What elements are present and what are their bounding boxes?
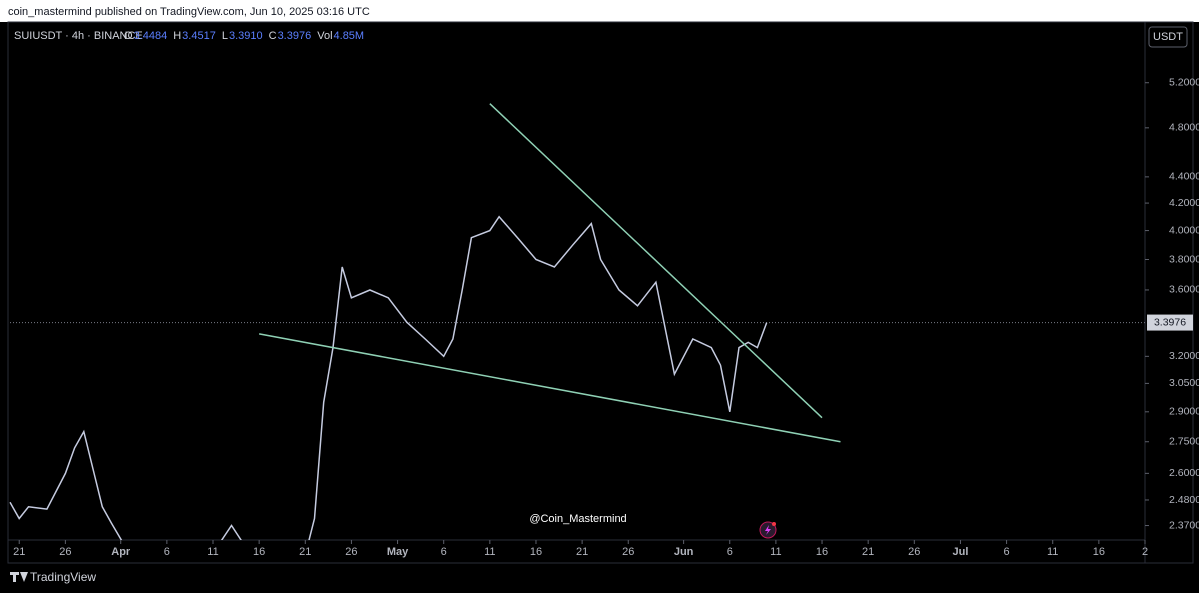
y-tick-label: 3.2000 xyxy=(1169,350,1199,362)
y-tick-label: 2.9000 xyxy=(1169,406,1199,418)
x-tick-label: 21 xyxy=(299,546,311,558)
y-tick-label: 3.0500 xyxy=(1169,377,1199,389)
y-tick-label: 2.7500 xyxy=(1169,436,1199,448)
y-tick-label: 4.4000 xyxy=(1169,171,1199,183)
trendline xyxy=(259,333,841,443)
x-tick-label: 6 xyxy=(727,546,733,558)
legend-vol-label: Vol xyxy=(317,30,332,42)
y-tick-label: 3.6000 xyxy=(1169,284,1199,296)
x-tick-label: 16 xyxy=(1093,546,1105,558)
x-tick-label: 21 xyxy=(13,546,25,558)
legend-vol: 4.85M xyxy=(334,30,365,42)
x-tick-label: 26 xyxy=(59,546,71,558)
x-tick-label: 6 xyxy=(1004,546,1010,558)
header: coin_mastermind published on TradingView… xyxy=(8,6,370,18)
brand: TradingView xyxy=(30,570,96,584)
trendline xyxy=(489,103,823,419)
x-tick-label: Jun xyxy=(674,546,694,558)
x-tick-label: May xyxy=(387,546,409,558)
x-tick-label: 11 xyxy=(1047,546,1058,558)
x-tick-label: 21 xyxy=(862,546,874,558)
event-icon-dot xyxy=(772,522,776,526)
y-tick-label: 2.3700 xyxy=(1169,519,1199,531)
chart-frame xyxy=(7,21,1194,564)
x-tick-label: 21 xyxy=(576,546,588,558)
ohlc-legend: O 3.4484 H 3.4517 L 3.3910 C 3.3976 Vol 4.85M xyxy=(124,30,364,42)
legend-close: 3.3976 xyxy=(278,30,312,42)
plot-area xyxy=(9,103,1145,540)
last-price-box xyxy=(1147,314,1193,331)
y-tick-label: 2.4800 xyxy=(1169,494,1199,506)
legend-close-label: C xyxy=(269,30,277,42)
y-tick-label: 4.2000 xyxy=(1169,197,1199,209)
y-tick-label: 2.6000 xyxy=(1169,467,1199,479)
x-tick-label: 26 xyxy=(622,546,634,558)
last-price-label: 3.3976 xyxy=(1154,316,1186,328)
brand-logo xyxy=(10,572,28,582)
y-tick-label: 4.8000 xyxy=(1169,122,1199,134)
x-tick-label: 16 xyxy=(253,546,265,558)
y-tick-label: 4.0000 xyxy=(1169,224,1199,236)
x-tick-label: 26 xyxy=(908,546,920,558)
currency[interactable]: USDT xyxy=(1153,31,1183,43)
currency-button[interactable] xyxy=(1148,26,1188,48)
x-tick-label: 11 xyxy=(207,546,218,558)
x-tick-label: 16 xyxy=(816,546,828,558)
x-tick-label: 26 xyxy=(345,546,357,558)
symbol: SUIUSDT · 4h · BINANCE xyxy=(14,30,143,42)
header-bar xyxy=(0,0,1199,22)
legend-high: 3.4517 xyxy=(182,30,216,42)
watermark: @Coin_Mastermind xyxy=(529,513,626,525)
x-tick-label: Apr xyxy=(111,546,131,558)
x-tick-label: 2 xyxy=(1142,546,1148,558)
legend-open: 3.4484 xyxy=(134,30,168,42)
chart-background xyxy=(0,22,1199,593)
x-tick-label: 16 xyxy=(530,546,542,558)
y-tick-label: 3.8000 xyxy=(1169,253,1199,265)
event-icon-bolt xyxy=(765,525,771,535)
legend-low-label: L xyxy=(222,30,228,42)
x-tick-label: 11 xyxy=(484,546,495,558)
legend-open-label: O xyxy=(124,30,133,42)
price-line xyxy=(9,215,768,540)
x-tick-label: 6 xyxy=(164,546,170,558)
y-tick-label: 5.2000 xyxy=(1169,77,1199,89)
legend-low: 3.3910 xyxy=(229,30,263,42)
legend-high-label: H xyxy=(173,30,181,42)
x-tick-label: 11 xyxy=(770,546,781,558)
x-tick-label: Jul xyxy=(952,546,968,558)
x-tick-label: 6 xyxy=(441,546,447,558)
